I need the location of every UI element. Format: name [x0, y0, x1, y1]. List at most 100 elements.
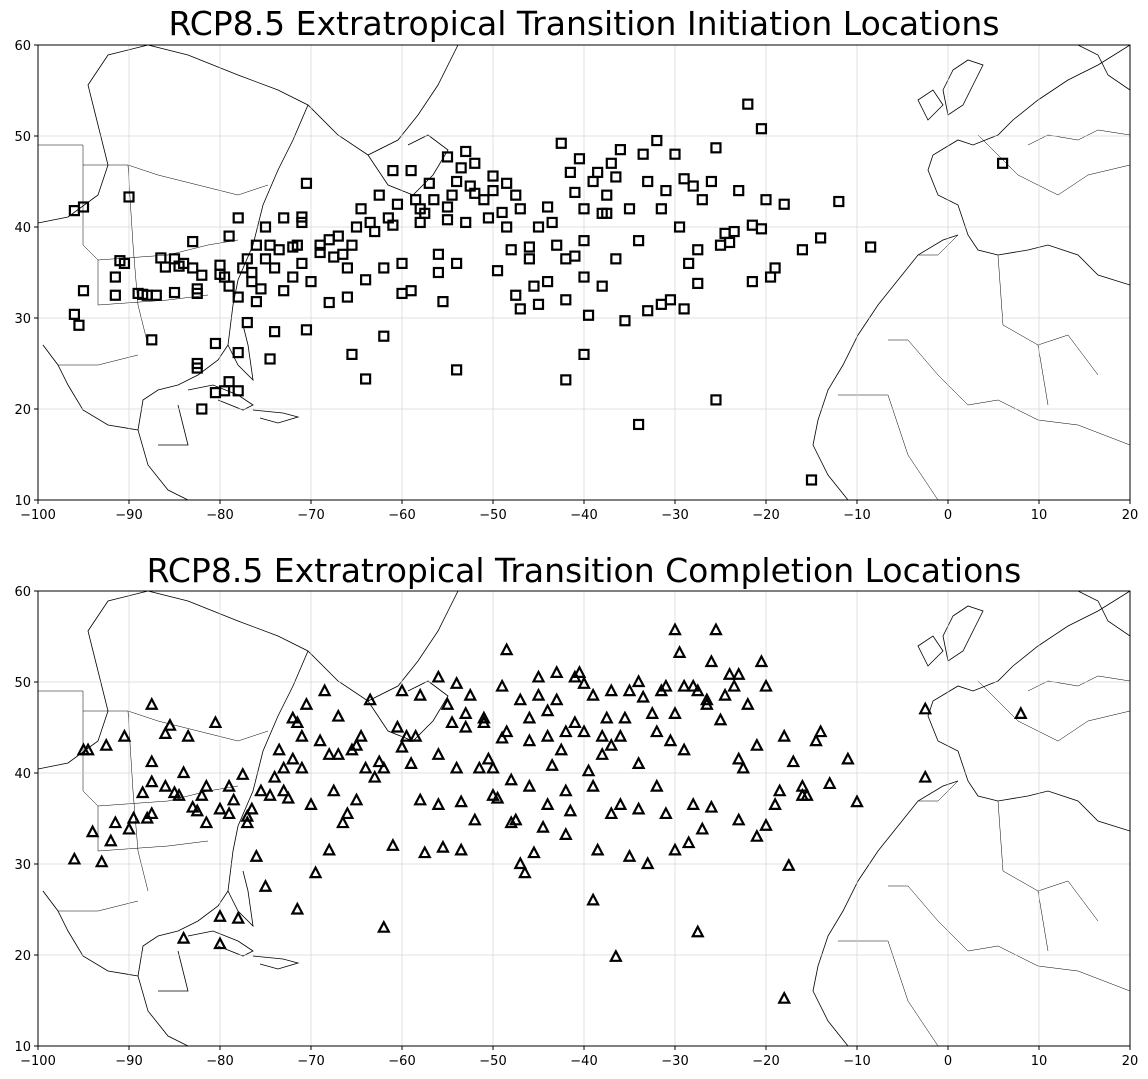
- completion-marker: [677, 742, 691, 756]
- y-tick-label: 20: [14, 949, 31, 964]
- completion-marker: [76, 742, 91, 756]
- completion-marker: [586, 778, 600, 792]
- initiation-marker: [692, 244, 704, 256]
- initiation-marker: [346, 239, 358, 251]
- completion-marker: [481, 751, 496, 765]
- completion-marker: [613, 796, 628, 810]
- initiation-marker: [728, 225, 740, 238]
- completion-marker: [295, 760, 309, 774]
- completion-marker: [813, 724, 828, 738]
- completion-marker: [103, 833, 118, 847]
- x-tick-label: 10: [1031, 508, 1048, 523]
- completion-marker: [786, 754, 801, 768]
- completion-marker: [340, 806, 355, 820]
- initiation-marker: [250, 296, 262, 308]
- completion-marker: [249, 848, 264, 862]
- completion-marker: [504, 772, 519, 786]
- y-tick-label: 60: [14, 585, 31, 600]
- completion-marker: [490, 790, 505, 804]
- completion-marker: [449, 675, 464, 689]
- completion-marker: [267, 769, 282, 783]
- completion-marker: [395, 739, 409, 753]
- initiation-marker: [714, 239, 727, 251]
- initiation-marker: [191, 287, 203, 300]
- completion-marker: [668, 705, 682, 719]
- initiation-marker: [223, 280, 235, 292]
- completion-marker: [458, 705, 473, 719]
- completion-marker: [331, 708, 346, 722]
- initiation-marker: [196, 403, 208, 415]
- completion-marker: [263, 787, 277, 801]
- x-tick-label: −10: [843, 508, 870, 523]
- completion-marker: [94, 854, 109, 868]
- completion-marker: [558, 783, 573, 797]
- completion-marker: [231, 910, 246, 924]
- initiation-marker: [396, 257, 408, 269]
- completion-marker: [199, 815, 214, 829]
- y-tick-label: 50: [14, 130, 31, 145]
- initiation-marker: [541, 201, 554, 213]
- initiation-marker: [405, 285, 417, 297]
- completion-marker: [417, 845, 432, 859]
- completion-marker: [677, 678, 691, 692]
- initiation-marker: [328, 251, 340, 263]
- completion-marker: [722, 666, 737, 680]
- completion-marker: [144, 754, 159, 768]
- completion-marker: [513, 856, 528, 870]
- initiation-marker: [314, 246, 326, 259]
- initiation-marker: [632, 235, 645, 247]
- initiation-marker: [491, 265, 504, 277]
- completion-marker: [918, 769, 933, 783]
- completion-marker: [194, 787, 209, 801]
- completion-marker: [595, 728, 610, 742]
- completion-marker: [163, 717, 177, 731]
- completion-marker: [295, 728, 309, 742]
- y-tick-label: 10: [14, 494, 31, 509]
- x-tick-label: 20: [1122, 1054, 1139, 1069]
- initiation-marker: [487, 170, 499, 182]
- completion-marker: [841, 751, 855, 765]
- completion-marker: [649, 724, 664, 738]
- initiation-marker: [305, 276, 317, 288]
- completion-marker: [595, 746, 610, 760]
- x-tick-label: −70: [297, 508, 324, 523]
- y-tick-label: 40: [14, 767, 31, 782]
- initiation-marker: [77, 201, 90, 213]
- completion-marker: [222, 778, 236, 792]
- completion-marker: [431, 796, 446, 810]
- initiation-marker: [723, 236, 736, 249]
- initiation-marker: [378, 330, 390, 342]
- completion-marker: [695, 821, 710, 835]
- completion-marker: [618, 710, 632, 724]
- x-tick-label: −50: [479, 508, 506, 523]
- initiation-marker: [264, 353, 276, 365]
- x-tick-label: 0: [944, 1054, 952, 1069]
- initiation-marker: [710, 394, 722, 406]
- initiation-marker: [382, 212, 394, 224]
- initiation-marker: [746, 276, 758, 288]
- completion-marker: [700, 692, 714, 706]
- completion-marker: [754, 654, 769, 668]
- initiation-marker: [451, 175, 463, 188]
- initiation-marker: [214, 268, 226, 280]
- initiation-marker: [387, 164, 399, 177]
- initiation-marker: [209, 387, 222, 399]
- completion-marker: [290, 715, 305, 729]
- y-tick-label: 30: [14, 312, 31, 327]
- completion-marker: [522, 710, 537, 724]
- y-tick-label: 20: [14, 403, 31, 418]
- initiation-marker: [232, 291, 244, 303]
- completion-marker: [586, 687, 600, 701]
- initiation-marker: [150, 289, 162, 301]
- initiation-marker: [68, 308, 81, 320]
- initiation-marker: [109, 271, 121, 283]
- x-tick-label: −30: [661, 1054, 688, 1069]
- completion-marker: [67, 851, 82, 865]
- completion-marker: [731, 751, 746, 765]
- completion-marker: [258, 878, 273, 892]
- initiation-marker: [323, 234, 335, 246]
- completion-marker: [240, 815, 255, 829]
- initiation-marker: [710, 142, 722, 154]
- initiation-marker: [278, 285, 290, 297]
- initiation-marker: [109, 289, 121, 301]
